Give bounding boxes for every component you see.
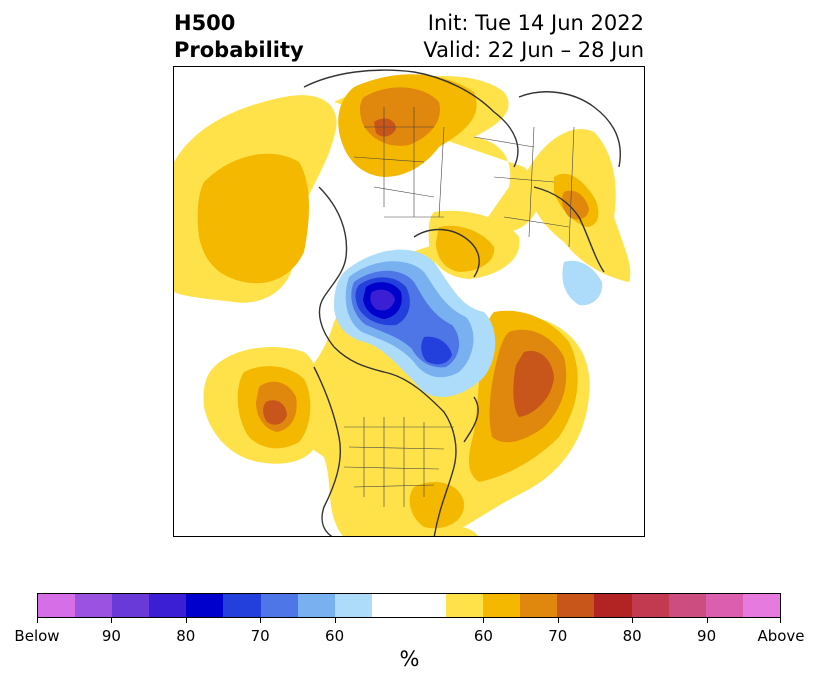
country-borders <box>343 107 575 507</box>
colorbar-cell <box>38 594 76 617</box>
probability-map <box>173 66 645 537</box>
colorbar-tick <box>260 618 262 623</box>
colorbar-cell <box>594 594 632 617</box>
colorbar-ticks <box>37 618 781 624</box>
colorbar <box>37 593 781 618</box>
colorbar-cell <box>75 594 113 617</box>
colorbar-cell <box>186 594 224 617</box>
colorbar-tick-label: 70 <box>548 627 568 645</box>
colorbar-tick <box>483 618 485 623</box>
colorbar-tick-label: Below <box>14 627 60 645</box>
colorbar-tick-label: 60 <box>473 627 493 645</box>
colorbar-tick <box>185 618 187 623</box>
colorbar-cell <box>371 594 409 617</box>
colorbar-tick-label: 80 <box>176 627 196 645</box>
above-75-region <box>263 118 554 425</box>
forecast-dates: Init: Tue 14 Jun 2022 Valid: 22 Jun – 28… <box>423 10 644 64</box>
colorbar-tick <box>706 618 708 623</box>
valid-date-text: Valid: 22 Jun – 28 Jun <box>423 38 644 62</box>
colorbar-tick <box>111 618 113 623</box>
colorbar-cell <box>705 594 743 617</box>
colorbar-cell <box>334 594 372 617</box>
colorbar-tick-label: 70 <box>250 627 270 645</box>
colorbar-labels: Below 90 80 70 60 60 70 80 90 Above <box>14 627 804 647</box>
colorbar-tick-label: 90 <box>697 627 717 645</box>
colorbar-cell <box>631 594 669 617</box>
colorbar-cell <box>520 594 558 617</box>
below-85-region <box>370 289 395 311</box>
colorbar-tick-label: 60 <box>325 627 345 645</box>
colorbar-tick-label: 80 <box>622 627 642 645</box>
colorbar-cell <box>446 594 484 617</box>
colorbar-tick <box>557 618 559 623</box>
colorbar-cell <box>149 594 187 617</box>
colorbar-tick <box>780 618 781 623</box>
colorbar-tick <box>334 618 336 623</box>
colorbar-cell <box>112 594 150 617</box>
colorbar-tick <box>632 618 634 623</box>
colorbar-cell <box>408 594 447 617</box>
colorbar-cell <box>260 594 298 617</box>
colorbar-cell <box>668 594 706 617</box>
colorbar-tick-label: 90 <box>101 627 121 645</box>
colorbar-tick-label: Above <box>757 627 805 645</box>
colorbar-cell <box>483 594 521 617</box>
map-svg <box>174 69 631 536</box>
coastlines <box>303 69 621 536</box>
colorbar-cell <box>557 594 595 617</box>
colorbar-tick <box>37 618 38 623</box>
title-line-1: H500 <box>174 11 236 35</box>
colorbar-cell <box>223 594 261 617</box>
init-date-text: Init: Tue 14 Jun 2022 <box>427 11 644 35</box>
title-line-2: Probability <box>174 38 304 62</box>
colorbar-cell <box>297 594 335 617</box>
colorbar-unit-label: % <box>399 647 420 671</box>
chart-title: H500 Probability <box>174 10 304 64</box>
colorbar-cell <box>742 594 780 617</box>
